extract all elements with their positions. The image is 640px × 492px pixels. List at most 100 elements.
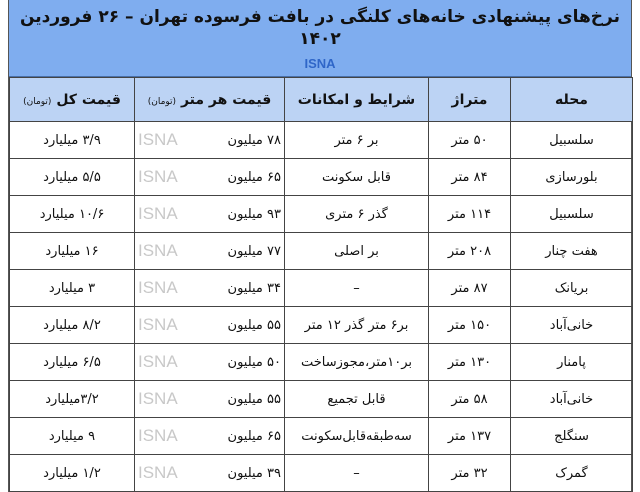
table-cell: ۸۷ متر <box>428 269 511 307</box>
table-cell: خانی‌آباد <box>510 380 633 418</box>
table-header: محله متراژ شرایط و امکانات قیمت هر متر (توم… <box>9 77 633 122</box>
watermark: ISNA <box>138 315 178 334</box>
table-cell: ۸/۲ میلیارد <box>9 306 135 344</box>
table-cell: ۲۰۸ متر <box>428 232 511 270</box>
cell-value: ۶/۵ میلیارد <box>43 354 101 370</box>
cell-value: ۱۰/۶ میلیارد <box>39 206 105 222</box>
cell-content: ISNA ۳۹ میلیون <box>138 463 281 483</box>
cell-value: ۳۹ میلیون <box>227 465 281 481</box>
cell-value: ۸۴ متر <box>451 169 488 185</box>
table-cell: ISNA ۹۳ میلیون <box>134 195 285 233</box>
table-cell: ISNA ۶۵ میلیون <box>134 417 285 455</box>
cell-content: ISNA ۶۵ میلیون <box>138 426 281 446</box>
table-body: سلسبیل ۵۰ متر بر ۶ متر ISNA ۷۸ میلیون ۳/۹ میل… <box>9 121 633 492</box>
table-cell: ۱۳۰ متر <box>428 343 511 381</box>
cell-value: – <box>353 465 360 481</box>
cell-value: سه‌طبقه‌قابل‌سکونت <box>301 428 412 444</box>
table-cell: گذر ۶ متری <box>284 195 429 233</box>
title-band: نرخ‌های پیشنهادی خانه‌های کلنگی در بافت … <box>9 0 631 77</box>
column-label: قیمت کل <box>56 91 121 108</box>
cell-value: گمرک <box>555 465 588 481</box>
table-row: سنگلج ۱۳۷ متر سه‌طبقه‌قابل‌سکونت ISNA ۶۵ میل… <box>9 417 633 455</box>
watermark: ISNA <box>138 389 178 408</box>
table-cell: سنگلج <box>510 417 633 455</box>
table-cell: بریانک <box>510 269 633 307</box>
table-cell: ۳۲ متر <box>428 454 511 492</box>
table-row: گمرک ۳۲ متر – ISNA ۳۹ میلیون ۱/۲ میلیارد <box>9 454 633 492</box>
table-cell: ۶/۵ میلیارد <box>9 343 135 381</box>
cell-value: ۵۵ میلیون <box>227 317 281 333</box>
watermark: ISNA <box>138 426 178 445</box>
cell-value: بر۱۰متر،مجوزساخت <box>300 354 413 370</box>
table-cell: ۳ میلیارد <box>9 269 135 307</box>
watermark: ISNA <box>138 352 178 371</box>
table-cell: قابل تجمیع <box>284 380 429 418</box>
cell-content: ISNA ۷۸ میلیون <box>138 130 281 150</box>
cell-value: ۱۳۰ متر <box>447 354 492 370</box>
cell-value: ۳ میلیارد <box>48 280 96 296</box>
table-cell: ISNA ۷۷ میلیون <box>134 232 285 270</box>
cell-value: قابل سکونت <box>322 169 391 185</box>
watermark: ISNA <box>138 204 178 223</box>
table-cell: هفت چنار <box>510 232 633 270</box>
cell-content: ISNA ۳۴ میلیون <box>138 278 281 298</box>
cell-value: بریانک <box>554 280 589 296</box>
table-cell: ۵۸ متر <box>428 380 511 418</box>
cell-value: خانی‌آباد <box>549 391 594 407</box>
cell-value: ۱۶ میلیارد <box>45 243 99 259</box>
table-cell: خانی‌آباد <box>510 306 633 344</box>
page-title: نرخ‌های پیشنهادی خانه‌های کلنگی در بافت … <box>19 7 621 49</box>
cell-value: ۵۵ میلیون <box>227 391 281 407</box>
cell-content: ISNA ۶۵ میلیون <box>138 167 281 187</box>
watermark: ISNA <box>138 463 178 482</box>
watermark: ISNA <box>138 167 178 186</box>
cell-value: ۹ میلیارد <box>48 428 96 444</box>
source-label: ISNA <box>304 56 336 71</box>
cell-value: ۷۸ میلیون <box>227 132 281 148</box>
cell-value: ۱/۲ میلیارد <box>43 465 101 481</box>
cell-value: سلسبیل <box>549 206 594 222</box>
table-cell: سلسبیل <box>510 121 633 159</box>
table-cell: ۳/۲میلیارد <box>9 380 135 418</box>
cell-value: قابل تجمیع <box>327 391 386 407</box>
table-cell: ISNA ۵۵ میلیون <box>134 306 285 344</box>
column-label: متراژ <box>451 91 488 108</box>
table-cell: ۵/۵ میلیارد <box>9 158 135 196</box>
cell-value: ۲۰۸ متر <box>447 243 492 259</box>
column-header: متراژ <box>428 77 511 122</box>
table-row: بریانک ۸۷ متر – ISNA ۳۴ میلیون ۳ میلیارد <box>9 269 633 307</box>
cell-value: ۳/۲میلیارد <box>45 391 99 407</box>
cell-value: گذر ۶ متری <box>325 206 388 222</box>
cell-value: ۱۵۰ متر <box>447 317 492 333</box>
column-label: شرایط و امکانات <box>297 91 416 108</box>
table-cell: ۵۰ متر <box>428 121 511 159</box>
cell-value: ۶۵ میلیون <box>227 428 281 444</box>
column-header: محله <box>510 77 633 122</box>
table-cell: ISNA ۳۹ میلیون <box>134 454 285 492</box>
table-cell: ISNA ۵۵ میلیون <box>134 380 285 418</box>
cell-value: ۱۳۷ متر <box>447 428 492 444</box>
cell-value: ۸۷ متر <box>451 280 488 296</box>
column-header: شرایط و امکانات <box>284 77 429 122</box>
table-row: خانی‌آباد ۵۸ متر قابل تجمیع ISNA ۵۵ میلیون ۳/… <box>9 380 633 418</box>
cell-value: بر ۶ متر <box>334 132 379 148</box>
table-cell: بر اصلی <box>284 232 429 270</box>
cell-value: – <box>353 280 360 296</box>
infographic: نرخ‌های پیشنهادی خانه‌های کلنگی در بافت … <box>8 0 633 492</box>
cell-value: ۳۴ میلیون <box>227 280 281 296</box>
table-cell: سه‌طبقه‌قابل‌سکونت <box>284 417 429 455</box>
column-unit: (تومان) <box>23 96 52 107</box>
column-label: قیمت هر متر <box>180 91 272 108</box>
cell-value: خانی‌آباد <box>549 317 594 333</box>
table-cell: ۹ میلیارد <box>9 417 135 455</box>
watermark: ISNA <box>138 130 178 149</box>
table-row: پامنار ۱۳۰ متر بر۱۰متر،مجوزساخت ISNA ۵۰ میلی… <box>9 343 633 381</box>
table-cell: بر ۶ متر <box>284 121 429 159</box>
price-table: محله متراژ شرایط و امکانات قیمت هر متر (توم… <box>9 77 633 492</box>
table-cell: ۱۱۴ متر <box>428 195 511 233</box>
cell-content: ISNA ۵۰ میلیون <box>138 352 281 372</box>
table-cell: – <box>284 269 429 307</box>
table-cell: ۱۶ میلیارد <box>9 232 135 270</box>
table-cell: ۳/۹ میلیارد <box>9 121 135 159</box>
table-cell: ISNA ۶۵ میلیون <box>134 158 285 196</box>
